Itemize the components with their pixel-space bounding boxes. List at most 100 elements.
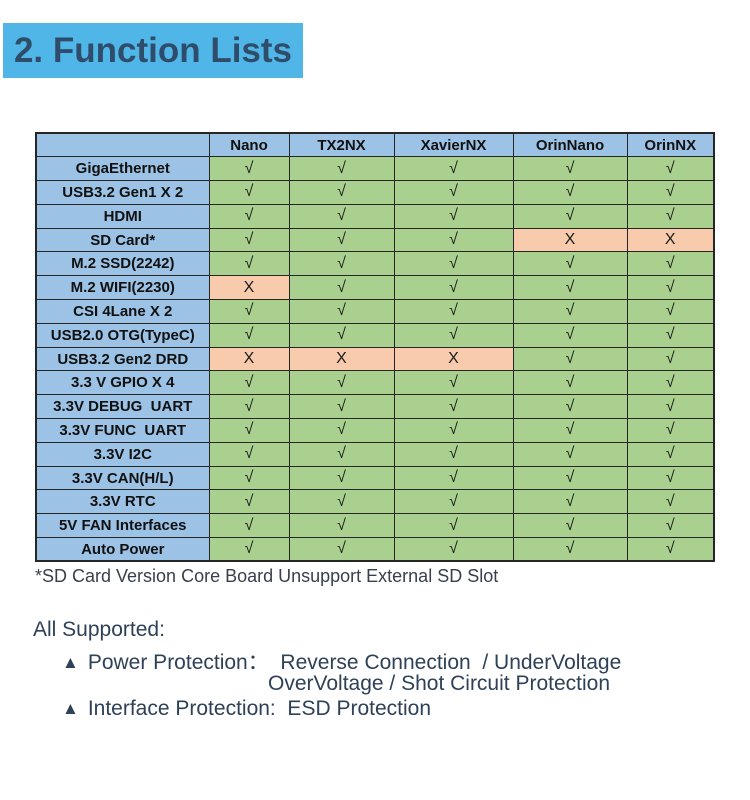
power-protection-bullet: ▲ Power Protection： Reverse Connection /… [62, 646, 621, 676]
table-row: GigaEthernet √ √ √ √ √ [35, 156, 715, 182]
supported-cell: √ [208, 418, 290, 443]
row-header: SD Card* [35, 227, 210, 253]
power-protection-label: Power Protection： [87, 651, 269, 674]
supported-cell: √ [208, 370, 290, 396]
row-header: HDMI [35, 203, 210, 229]
row-header: USB2.0 OTG(TypeC) [35, 322, 210, 348]
table-row: CSI 4Lane X 2 √ √ √ √ √ [35, 299, 715, 324]
supported-cell: √ [512, 441, 628, 467]
function-table: Nano TX2NX XavierNX OrinNano OrinNX GigaEthe… [35, 132, 715, 563]
interface-protection-text: ESD Protection [275, 697, 431, 720]
table-row: SD Card* √ √ √ X X [35, 227, 715, 253]
table-row: 3.3 V GPIO X 4 √ √ √ √ √ [35, 370, 715, 396]
unsupported-cell: X [288, 346, 395, 372]
supported-cell: √ [288, 418, 395, 443]
supported-cell: √ [208, 156, 290, 182]
supported-cell: √ [393, 322, 514, 348]
supported-cell: √ [626, 418, 715, 443]
supported-cell: √ [512, 203, 628, 229]
supported-cell: √ [393, 465, 514, 491]
supported-cell: √ [393, 156, 514, 182]
supported-cell: √ [288, 465, 395, 491]
supported-cell: √ [288, 394, 395, 420]
table-header-row: Nano TX2NX XavierNX OrinNano OrinNX [35, 132, 715, 158]
supported-cell: √ [208, 251, 290, 277]
supported-cell: √ [393, 441, 514, 467]
table-row: 3.3V FUNC UART √ √ √ √ √ [35, 418, 715, 443]
supported-cell: √ [288, 156, 395, 182]
supported-cell: √ [208, 465, 290, 491]
supported-cell: √ [512, 418, 628, 443]
row-header: M.2 SSD(2242) [35, 251, 210, 277]
supported-cell: √ [512, 489, 628, 515]
supported-cell: √ [393, 513, 514, 539]
supported-cell: √ [393, 489, 514, 515]
supported-cell: √ [626, 370, 715, 396]
supported-cell: √ [626, 275, 715, 301]
triangle-bullet-icon: ▲ [62, 653, 79, 672]
supported-cell: √ [512, 465, 628, 491]
table-row: M.2 SSD(2242) √ √ √ √ √ [35, 251, 715, 277]
column-header-orinnano: OrinNano [512, 132, 628, 158]
supported-cell: √ [288, 370, 395, 396]
supported-cell: √ [208, 489, 290, 515]
supported-cell: √ [626, 299, 715, 324]
supported-cell: √ [288, 489, 395, 515]
supported-cell: √ [512, 180, 628, 205]
supported-cell: √ [393, 275, 514, 301]
supported-cell: √ [393, 299, 514, 324]
supported-cell: √ [512, 322, 628, 348]
supported-cell: √ [208, 322, 290, 348]
table-row: M.2 WIFI(2230) X √ √ √ √ [35, 275, 715, 301]
supported-cell: √ [208, 299, 290, 324]
unsupported-cell: X [393, 346, 514, 372]
supported-cell: √ [288, 513, 395, 539]
supported-cell: √ [626, 251, 715, 277]
column-header-xaviernx: XavierNX [393, 132, 514, 158]
supported-cell: √ [393, 370, 514, 396]
interface-protection-label: Interface Protection: [87, 697, 276, 720]
supported-cell: √ [393, 227, 514, 253]
supported-cell: √ [512, 513, 628, 539]
supported-cell: √ [512, 156, 628, 182]
supported-cell: √ [626, 513, 715, 539]
row-header: 3.3V I2C [35, 441, 210, 467]
supported-cell: √ [512, 537, 628, 562]
supported-cell: √ [512, 394, 628, 420]
column-header-tx2nx: TX2NX [288, 132, 395, 158]
row-header: 3.3V RTC [35, 489, 210, 515]
supported-cell: √ [393, 251, 514, 277]
supported-cell: √ [208, 180, 290, 205]
supported-cell: √ [393, 203, 514, 229]
power-protection-text-line2: OverVoltage / Shot Circuit Protection [268, 672, 610, 695]
unsupported-cell: X [208, 346, 290, 372]
supported-cell: √ [288, 441, 395, 467]
table-row: 3.3V CAN(H/L) √ √ √ √ √ [35, 465, 715, 491]
supported-cell: √ [208, 513, 290, 539]
row-header: USB3.2 Gen1 X 2 [35, 180, 210, 205]
supported-cell: √ [626, 489, 715, 515]
row-header: USB3.2 Gen2 DRD [35, 346, 210, 372]
unsupported-cell: X [512, 227, 628, 253]
row-header: GigaEthernet [35, 156, 210, 182]
supported-cell: √ [626, 465, 715, 491]
supported-cell: √ [288, 251, 395, 277]
supported-cell: √ [288, 203, 395, 229]
supported-cell: √ [626, 394, 715, 420]
supported-cell: √ [208, 441, 290, 467]
table-row: USB3.2 Gen1 X 2 √ √ √ √ √ [35, 180, 715, 205]
supported-cell: √ [512, 370, 628, 396]
supported-cell: √ [512, 275, 628, 301]
column-header-nano: Nano [208, 132, 290, 158]
row-header: 3.3V FUNC UART [35, 418, 210, 443]
row-header: M.2 WIFI(2230) [35, 275, 210, 301]
supported-cell: √ [626, 441, 715, 467]
table-body: GigaEthernet √ √ √ √ √ USB3.2 Gen1 X 2 √ √ √ √ √ HDM… [35, 156, 715, 562]
row-header: 5V FAN Interfaces [35, 513, 210, 539]
power-protection-text: Reverse Connection / UnderVoltage [268, 651, 622, 674]
row-header: 3.3V CAN(H/L) [35, 465, 210, 491]
supported-cell: √ [288, 180, 395, 205]
triangle-bullet-icon: ▲ [62, 699, 79, 718]
page-title: 2. Function Lists [13, 30, 293, 70]
